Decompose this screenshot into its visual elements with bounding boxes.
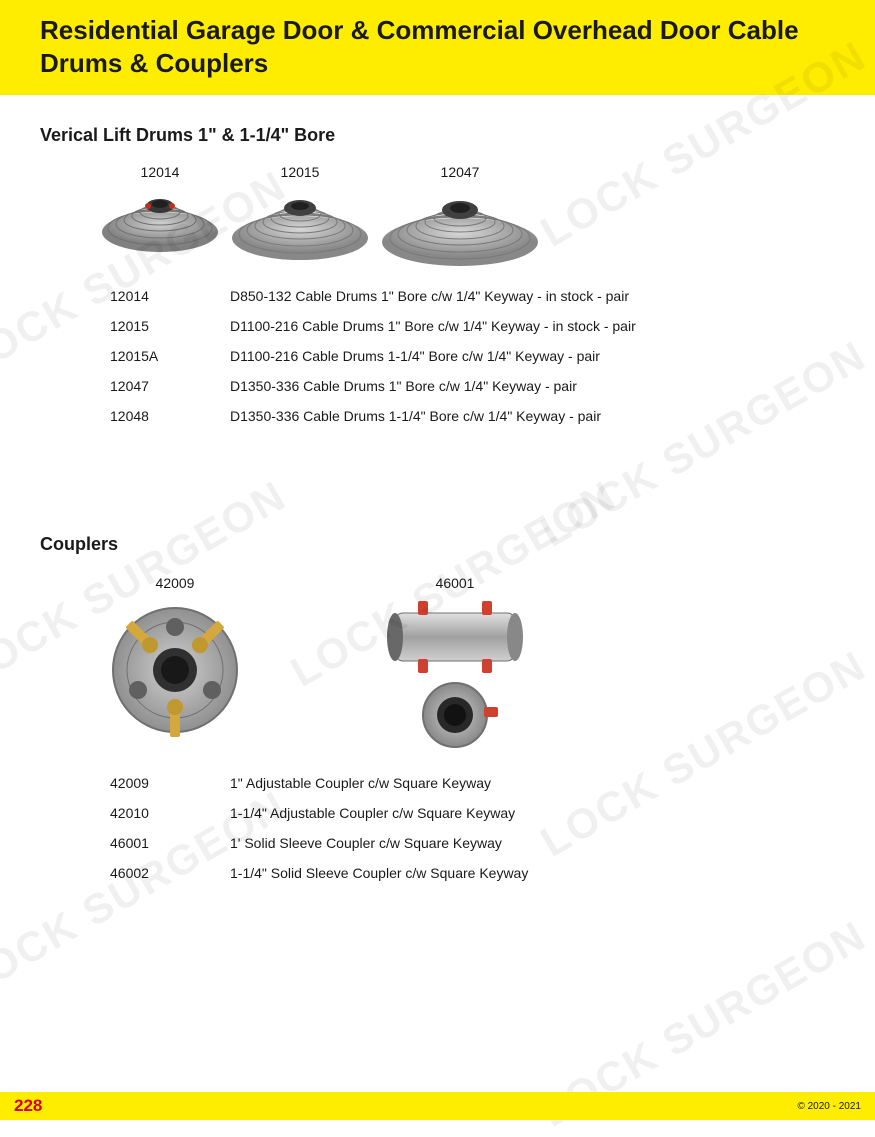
section-vertical-lift-drums: Verical Lift Drums 1" & 1-1/4" Bore 1201… — [40, 125, 835, 424]
product-image-row: 12014 12015 — [100, 164, 835, 268]
drum-icon — [100, 184, 220, 254]
product-label: 12014 — [141, 164, 180, 180]
spec-desc: D1100-216 Cable Drums 1-1/4" Bore c/w 1/… — [230, 348, 835, 364]
product-item: 12015 — [230, 164, 370, 262]
spec-code: 42010 — [110, 805, 230, 821]
section-couplers: Couplers 42009 — [40, 534, 835, 881]
product-image-row: 42009 46001 — [100, 575, 835, 755]
spec-table: 12014 D850-132 Cable Drums 1" Bore c/w 1… — [110, 288, 835, 424]
spec-desc: D1100-216 Cable Drums 1" Bore c/w 1/4" K… — [230, 318, 835, 334]
section-title: Verical Lift Drums 1" & 1-1/4" Bore — [40, 125, 835, 146]
product-label: 12047 — [441, 164, 480, 180]
coupler-icon — [370, 595, 540, 755]
product-label: 42009 — [156, 575, 195, 591]
spec-code: 12014 — [110, 288, 230, 304]
spec-desc: 1-1/4" Adjustable Coupler c/w Square Key… — [230, 805, 835, 821]
spec-code: 46002 — [110, 865, 230, 881]
spec-desc: D1350-336 Cable Drums 1" Bore c/w 1/4" K… — [230, 378, 835, 394]
spec-code: 12015A — [110, 348, 230, 364]
product-item: 12014 — [100, 164, 220, 254]
product-item: 12047 — [380, 164, 540, 268]
product-item: 42009 — [100, 575, 250, 745]
main-content: Verical Lift Drums 1" & 1-1/4" Bore 1201… — [0, 95, 875, 881]
spec-row: 12047 D1350-336 Cable Drums 1" Bore c/w … — [110, 378, 835, 394]
spec-desc: D850-132 Cable Drums 1" Bore c/w 1/4" Ke… — [230, 288, 835, 304]
product-label: 46001 — [436, 575, 475, 591]
spec-row: 46002 1-1/4" Solid Sleeve Coupler c/w Sq… — [110, 865, 835, 881]
drum-icon — [380, 184, 540, 268]
spec-desc: 1-1/4" Solid Sleeve Coupler c/w Square K… — [230, 865, 835, 881]
spec-row: 46001 1' Solid Sleeve Coupler c/w Square… — [110, 835, 835, 851]
spec-row: 42009 1" Adjustable Coupler c/w Square K… — [110, 775, 835, 791]
spec-desc: D1350-336 Cable Drums 1-1/4" Bore c/w 1/… — [230, 408, 835, 424]
spec-code: 12048 — [110, 408, 230, 424]
spec-row: 42010 1-1/4" Adjustable Coupler c/w Squa… — [110, 805, 835, 821]
spec-row: 12014 D850-132 Cable Drums 1" Bore c/w 1… — [110, 288, 835, 304]
spec-row: 12048 D1350-336 Cable Drums 1-1/4" Bore … — [110, 408, 835, 424]
spec-row: 12015A D1100-216 Cable Drums 1-1/4" Bore… — [110, 348, 835, 364]
spec-code: 46001 — [110, 835, 230, 851]
page-header: Residential Garage Door & Commercial Ove… — [0, 0, 875, 95]
spec-row: 12015 D1100-216 Cable Drums 1" Bore c/w … — [110, 318, 835, 334]
page-footer: 228 © 2020 - 2021 — [0, 1092, 875, 1120]
spec-desc: 1' Solid Sleeve Coupler c/w Square Keywa… — [230, 835, 835, 851]
page-number: 228 — [14, 1096, 42, 1116]
spec-code: 12047 — [110, 378, 230, 394]
spec-desc: 1" Adjustable Coupler c/w Square Keyway — [230, 775, 835, 791]
coupler-icon — [100, 595, 250, 745]
spec-code: 42009 — [110, 775, 230, 791]
spec-table: 42009 1" Adjustable Coupler c/w Square K… — [110, 775, 835, 881]
product-item: 46001 — [370, 575, 540, 755]
spec-code: 12015 — [110, 318, 230, 334]
page-title: Residential Garage Door & Commercial Ove… — [40, 14, 835, 79]
drum-icon — [230, 184, 370, 262]
product-label: 12015 — [281, 164, 320, 180]
section-title: Couplers — [40, 534, 835, 555]
copyright: © 2020 - 2021 — [797, 1101, 861, 1112]
